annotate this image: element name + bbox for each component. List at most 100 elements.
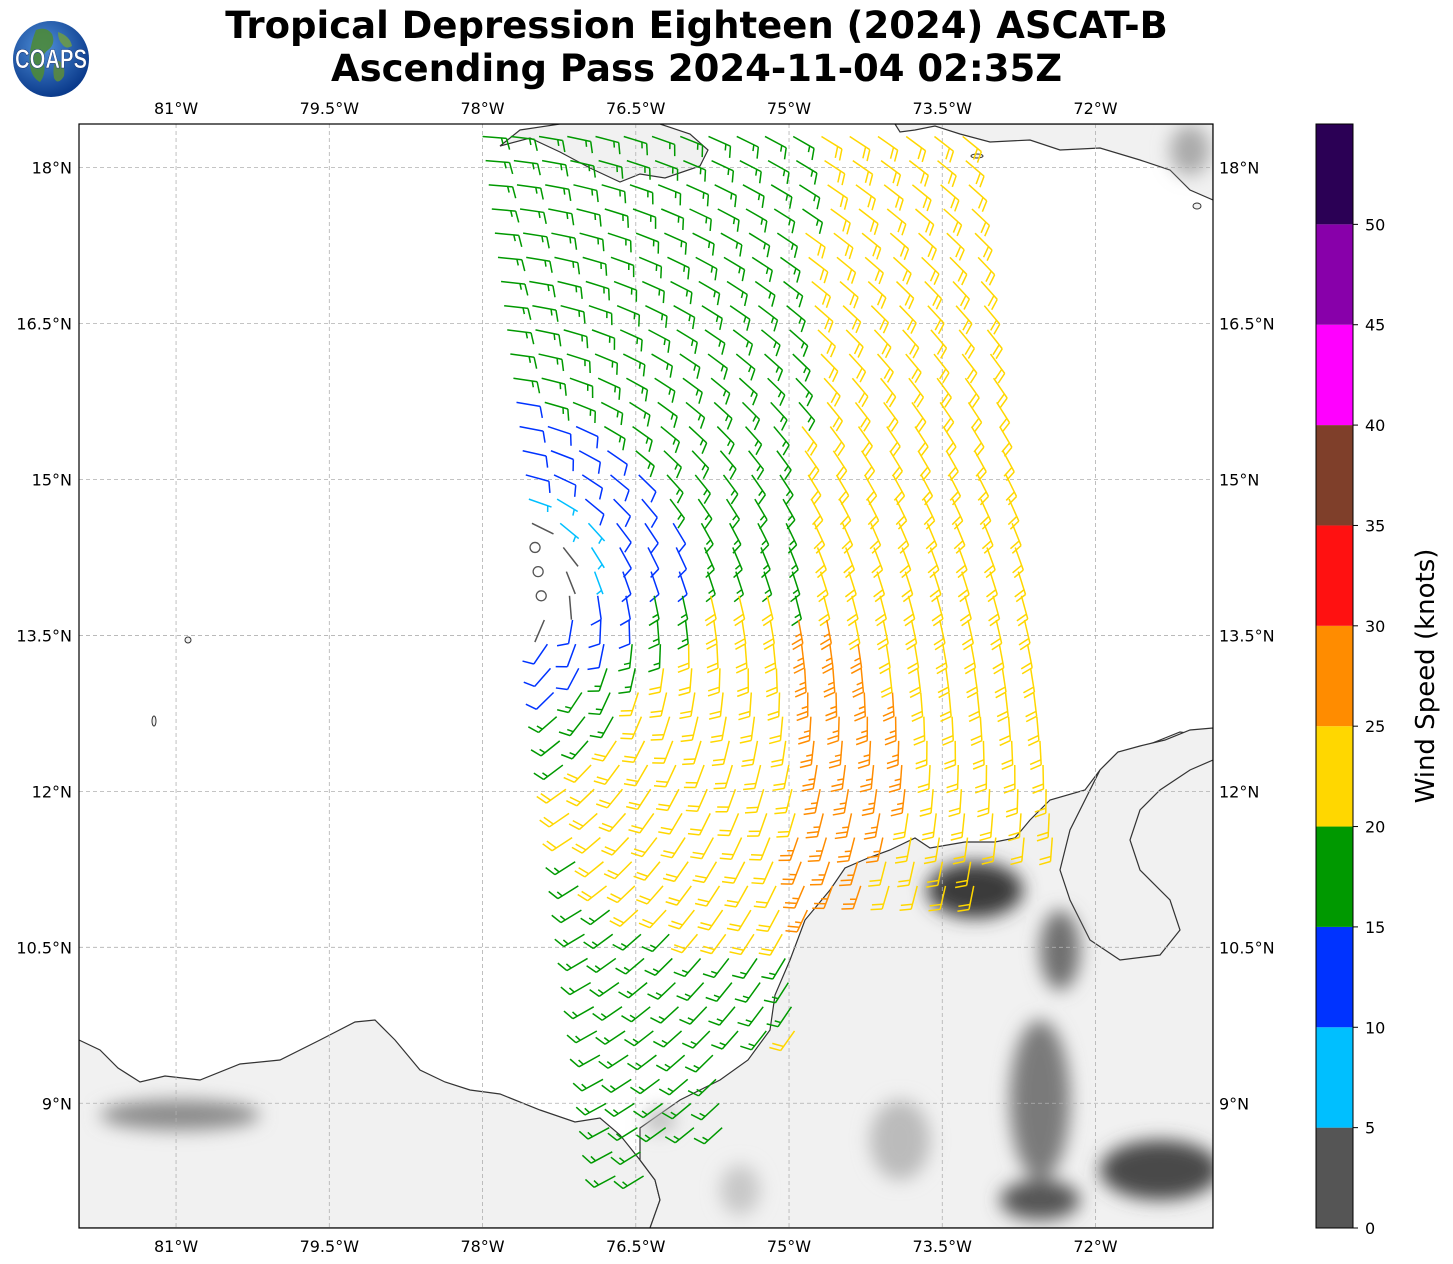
wind-barb <box>751 474 766 505</box>
wind-barb <box>959 595 972 627</box>
wind-barb <box>629 184 654 205</box>
wind-barb <box>651 353 674 378</box>
wind-barb <box>992 377 1008 408</box>
wind-barb <box>776 813 796 838</box>
wind-barb <box>924 281 943 310</box>
wind-barb <box>576 208 602 227</box>
wind-barb <box>680 716 699 743</box>
wind-barb <box>839 861 859 887</box>
wind-barb <box>940 184 960 212</box>
wind-barb <box>767 377 786 406</box>
title-line-1: Tropical Depression Eighteen (2024) ASCA… <box>225 4 1168 47</box>
wind-barb <box>851 377 869 408</box>
wind-barb <box>760 547 771 579</box>
wind-barb <box>909 668 922 699</box>
wind-barb <box>641 498 658 529</box>
wind-barb <box>948 789 963 818</box>
lon-tick-top-1: 79.5°W <box>300 99 360 118</box>
wind-barb <box>593 571 604 595</box>
wind-barb <box>805 813 824 839</box>
wind-barb <box>598 159 624 179</box>
wind-barb <box>908 160 929 187</box>
wind-barb <box>996 402 1011 433</box>
lon-tick-top-5: 73.5°W <box>913 99 973 118</box>
wind-barb <box>679 353 701 379</box>
wind-barb <box>761 958 786 980</box>
wind-barb <box>648 644 662 673</box>
wind-barb <box>488 184 517 199</box>
wind-barb <box>919 789 934 817</box>
wind-barb <box>705 982 733 1002</box>
wind-barb <box>635 885 664 905</box>
wind-barb <box>785 522 798 554</box>
wind-barb <box>542 836 573 852</box>
wind-barb <box>559 522 580 543</box>
wind-barb <box>737 1006 764 1027</box>
wind-barb <box>592 1006 623 1021</box>
wind-barb <box>708 135 732 158</box>
title-line-2: Ascending Pass 2024-11-04 02:35Z <box>330 47 1063 90</box>
wind-barb <box>892 256 912 285</box>
wind-barb <box>949 256 968 286</box>
wind-barb <box>957 885 975 912</box>
wind-barb <box>711 159 735 183</box>
wind-barb <box>519 425 546 443</box>
wind-barb <box>687 813 711 836</box>
lat-tick-right-4: 12°N <box>1219 782 1259 801</box>
wind-barb <box>694 474 711 505</box>
wind-barb <box>888 764 903 793</box>
wind-barb <box>859 764 875 793</box>
wind-barb <box>633 861 661 881</box>
colorbar-tick-3: 15 <box>1365 918 1385 937</box>
wind-barb <box>555 643 577 668</box>
wind-barb <box>776 450 792 481</box>
wind-barb <box>886 208 907 236</box>
wind-barb <box>700 933 727 955</box>
wind-barb <box>941 716 955 746</box>
wind-barb <box>627 1054 657 1071</box>
wind-barb <box>555 667 580 691</box>
wind-barb <box>695 256 718 281</box>
wind-barb <box>654 377 676 403</box>
lat-tick-left-4: 12°N <box>32 782 72 801</box>
wind-barb <box>673 957 702 978</box>
wind-barb <box>745 426 763 456</box>
lon-tick-top-4: 75°W <box>767 99 811 118</box>
wind-barb <box>513 377 541 394</box>
wind-barb <box>618 668 636 695</box>
wind-barb <box>988 595 1001 627</box>
wind-barb <box>937 160 957 188</box>
wind-barb <box>610 1151 641 1166</box>
colorbar-tick-9: 45 <box>1365 316 1385 335</box>
wind-barb <box>677 619 689 650</box>
wind-barb <box>925 522 938 554</box>
wind-barb <box>557 957 588 972</box>
wind-barb <box>626 377 649 402</box>
wind-barb <box>685 401 706 429</box>
wind-barb <box>939 692 952 723</box>
wind-barb <box>545 861 576 876</box>
lat-ticks-left: 18°N 16.5°N 15°N 13.5°N 12°N 10.5°N 9°N <box>16 159 72 1114</box>
wind-barb <box>690 837 714 860</box>
wind-barb <box>681 1030 711 1049</box>
wind-barb <box>943 208 963 237</box>
map-border <box>78 123 1214 1229</box>
wind-barb <box>863 813 881 840</box>
wind-barb <box>1025 692 1038 723</box>
wind-barb <box>535 590 547 602</box>
wind-barb <box>566 1030 598 1044</box>
wind-barb <box>607 232 632 253</box>
wind-barb <box>679 1006 708 1025</box>
wind-barb <box>977 474 990 506</box>
wind-barb <box>713 764 734 790</box>
wind-barb <box>981 523 994 554</box>
wind-barb <box>986 571 999 603</box>
wind-barb <box>903 595 916 627</box>
wind-barb <box>823 377 841 407</box>
wind-barb <box>792 353 811 382</box>
wind-barb <box>751 861 774 885</box>
lon-ticks-bottom: 81°W 79.5°W 78°W 76.5°W 75°W 73.5°W 72°W <box>154 1237 1118 1256</box>
wind-barb <box>796 692 809 722</box>
logo-text: COAPS <box>15 44 87 74</box>
colorbar-bin-8 <box>1316 324 1353 426</box>
